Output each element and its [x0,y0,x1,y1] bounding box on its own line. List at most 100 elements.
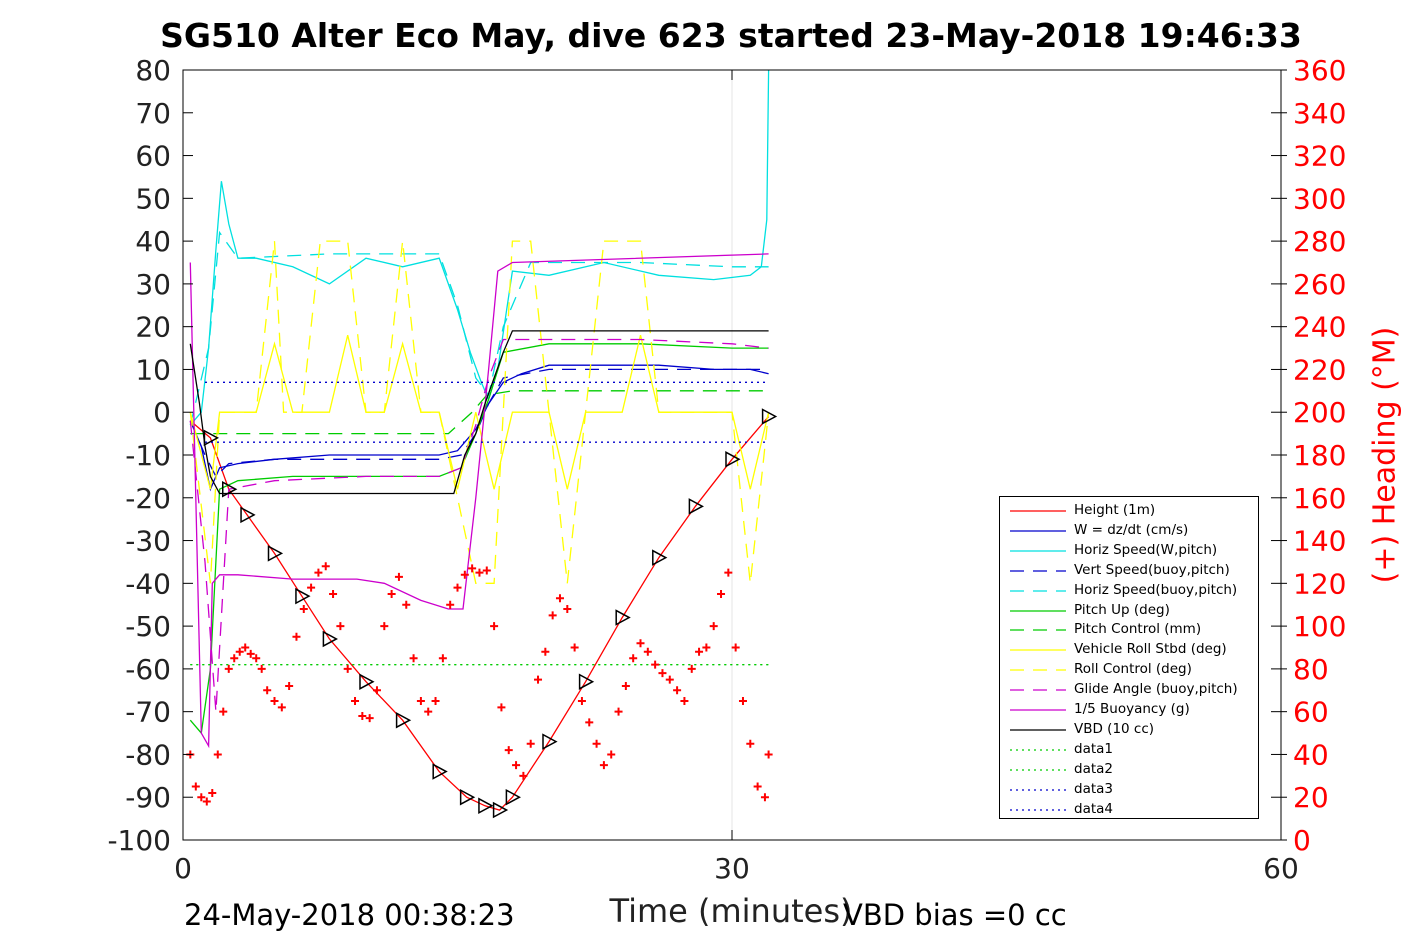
heading-point [490,622,499,631]
heading-point [709,622,718,631]
heading-point [534,675,543,684]
heading-point [738,696,747,705]
legend-label: data2 [1074,760,1113,777]
legend-swatch [1010,808,1066,811]
heading-point [307,583,316,592]
height-marker [725,451,741,468]
legend-swatch [1010,649,1066,651]
series-line-5 [189,343,769,735]
legend-label: W = dz/dt (cm/s) [1074,521,1189,538]
height-marker [652,549,668,566]
right-y-tick-label: 80 [1293,653,1329,686]
heading-point [760,793,769,802]
heading-point [453,583,462,592]
height-marker [222,480,238,498]
left-y-tick-label: 70 [135,97,171,130]
heading-point [402,600,411,609]
left-y-tick-label: 20 [135,311,171,344]
heading-point [548,611,557,620]
left-y-tick-label: -10 [125,439,171,472]
heading-point [197,793,206,802]
legend-item: data4 [1000,800,1260,820]
legend-item: Height (1m) [1000,501,1260,521]
right-y-tick-label: 0 [1293,824,1311,857]
right-y-tick-label: 40 [1293,738,1329,771]
heading-point [230,654,239,663]
series-line-3 [189,368,769,478]
heading-point [577,696,586,705]
heading-point [717,590,726,599]
x-tick-label: 0 [174,852,192,885]
legend-swatch [1010,749,1066,751]
heading-point [416,696,425,705]
right-y-tick-label: 360 [1293,54,1346,87]
heading-point [329,590,338,599]
legend-swatch [1010,510,1066,512]
series-line-10 [189,253,769,749]
legend-swatch [1010,769,1066,771]
heading-point [658,669,667,678]
left-y-tick-label: 40 [135,225,171,258]
left-y-tick-label: -100 [107,824,171,857]
heading-point [541,647,550,656]
legend-item: Pitch Up (deg) [1000,601,1260,621]
heading-point [292,632,301,641]
right-y-tick-label: 200 [1293,396,1346,429]
legend-item: Vehicle Roll Stbd (deg) [1000,640,1260,660]
vbd-bias-label: VBD bias =0 cc [843,898,1067,932]
height-marker [240,506,256,524]
heading-point [585,718,594,727]
heading-point [599,761,608,770]
left-y-tick-label: -30 [125,525,171,558]
heading-point [629,654,638,663]
legend-label: Pitch Up (deg) [1074,601,1170,618]
heading-point [299,605,308,613]
left-y-tick-label: -60 [125,653,171,686]
heading-point [673,686,682,695]
legend-label: Vert Speed(buoy,pitch) [1074,561,1230,578]
end-timestamp: 24-May-2018 00:38:23 [184,898,515,932]
legend-swatch [1010,570,1066,572]
height-marker [578,673,595,690]
heading-point [191,782,200,791]
heading-point [621,682,630,690]
height-marker [688,498,704,515]
height-marker [478,797,494,815]
legend-swatch [1010,589,1066,592]
heading-point [257,664,266,673]
legend-swatch [1010,530,1066,532]
height-marker [761,408,778,425]
heading-point [636,639,645,648]
legend-label: Pitch Control (mm) [1074,621,1202,638]
left-y-tick-label: 50 [135,182,171,215]
heading-point [380,622,389,631]
heading-point [475,568,484,577]
left-y-tick-label: -20 [125,482,171,515]
heading-point [665,675,674,684]
heading-point [365,714,374,723]
legend-swatch [1010,550,1066,552]
heading-point [321,562,330,571]
heading-point [592,739,601,748]
legend-swatch [1010,729,1066,731]
heading-point [224,664,233,673]
series-line-2 [189,69,770,426]
legend-swatch [1010,629,1066,632]
legend-swatch [1010,689,1066,691]
heading-point [446,600,455,609]
heading-point [409,654,418,663]
height-marker [432,763,448,780]
right-y-tick-label: 60 [1293,696,1329,729]
left-y-tick-label: 60 [135,140,171,173]
heading-point [277,703,286,712]
legend-item: VBD (10 cc) [1000,720,1260,740]
legend-label: VBD (10 cc) [1074,720,1155,737]
right-y-tick-label: 100 [1293,610,1346,643]
heading-point [643,647,652,656]
heading-point [394,572,403,581]
right-y-axis-label: (+) Heading (°M) [1367,326,1403,584]
left-y-tick-label: 80 [135,54,171,87]
legend-item: Pitch Control (mm) [1000,620,1260,640]
heading-point [468,564,477,573]
